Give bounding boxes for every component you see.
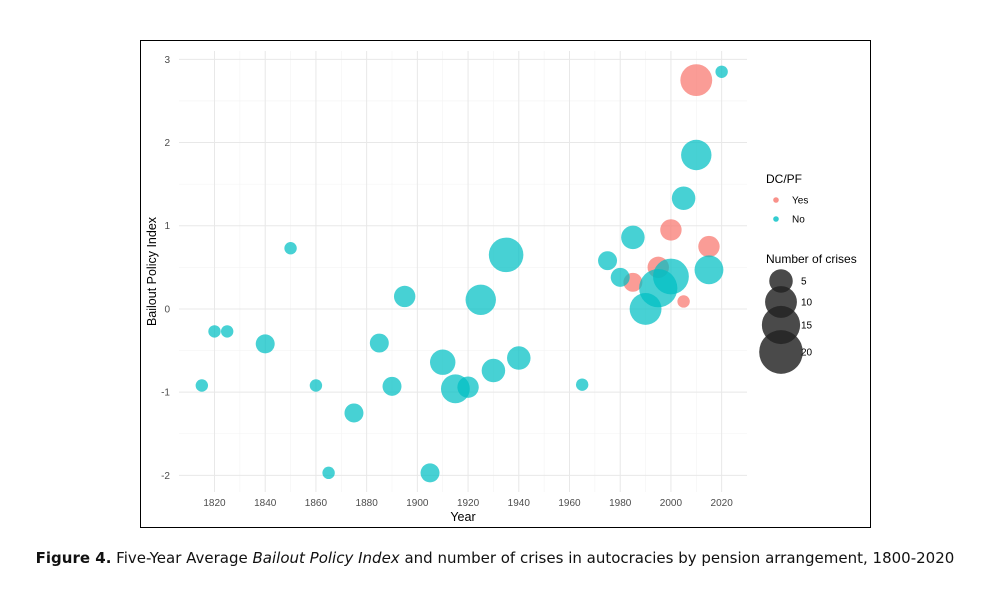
size-legend-title: Number of crises xyxy=(766,252,857,266)
size-legend-label: 10 xyxy=(801,298,813,309)
scatter-chart: 1820 1840 1860 1880 1900 1920 1940 1960 1980 2000… xyxy=(145,51,857,524)
x-tick-label: 1820 xyxy=(203,498,226,509)
legend-label-yes: Yes xyxy=(792,196,808,207)
x-tick-label: 1920 xyxy=(457,498,480,509)
data-point-no xyxy=(309,379,323,392)
data-point-no xyxy=(284,242,297,255)
data-point-no xyxy=(671,186,696,211)
y-tick-label: 1 xyxy=(164,221,170,232)
legend-key-no xyxy=(773,216,779,222)
x-tick-label: 1840 xyxy=(254,498,277,509)
figure-caption: Figure 4. Five-Year Average Bailout Poli… xyxy=(0,549,990,567)
x-tick-label: 1960 xyxy=(558,498,581,509)
data-point-yes xyxy=(698,235,720,258)
data-point-no xyxy=(575,378,589,391)
data-point-no xyxy=(344,403,364,423)
data-point-no xyxy=(481,358,506,383)
data-point-no xyxy=(369,333,389,353)
data-point-no xyxy=(255,334,275,354)
data-point-no xyxy=(457,376,479,398)
data-point-yes xyxy=(660,219,682,241)
data-point-no xyxy=(195,379,209,392)
data-point-no xyxy=(322,466,335,480)
data-point-no xyxy=(694,255,724,285)
x-tick-label: 2020 xyxy=(711,498,734,509)
caption-label: Figure 4. xyxy=(35,549,112,567)
data-point-no xyxy=(420,463,440,483)
data-point-yes xyxy=(680,64,713,97)
x-axis-title: Year xyxy=(450,510,475,524)
y-tick-label: -2 xyxy=(161,471,170,482)
x-tick-label: 1900 xyxy=(406,498,429,509)
data-point-no xyxy=(488,237,524,273)
size-legend-label: 20 xyxy=(801,348,813,359)
data-point-no xyxy=(429,349,456,375)
data-point-no xyxy=(382,376,402,396)
x-tick-label: 1940 xyxy=(508,498,531,509)
y-tick-label: 3 xyxy=(164,55,170,66)
x-tick-label: 2000 xyxy=(660,498,683,509)
caption-emphasis: Bailout Policy Index xyxy=(252,549,400,567)
data-point-no xyxy=(393,285,416,308)
legend-key-yes xyxy=(773,197,779,203)
y-tick-label: -1 xyxy=(161,388,170,399)
y-tick-label: 2 xyxy=(164,138,170,149)
data-point-no xyxy=(653,258,689,295)
data-point-no xyxy=(465,284,496,315)
size-legend-key xyxy=(769,269,793,293)
data-point-no xyxy=(507,346,531,370)
figure-frame: 1820 1840 1860 1880 1900 1920 1940 1960 1980 2000… xyxy=(140,40,871,528)
caption-text-after: and number of crises in autocracies by p… xyxy=(399,549,955,567)
data-point-no xyxy=(208,325,221,338)
x-tick-label: 1860 xyxy=(305,498,328,509)
color-legend-title: DC/PF xyxy=(766,172,802,186)
data-point-no xyxy=(681,139,712,171)
size-legend-label: 5 xyxy=(801,277,807,288)
x-tick-label: 1980 xyxy=(609,498,632,509)
data-point-yes xyxy=(677,295,690,308)
y-tick-label: 0 xyxy=(164,304,170,315)
data-point-no xyxy=(715,65,728,79)
size-legend-label: 15 xyxy=(801,321,813,332)
x-tick-label: 1880 xyxy=(356,498,379,509)
size-legend-key xyxy=(759,330,803,374)
data-point-no xyxy=(621,225,645,250)
caption-text-before: Five-Year Average xyxy=(111,549,253,567)
data-point-no xyxy=(610,267,630,287)
data-point-no xyxy=(220,325,234,338)
data-point-no xyxy=(598,251,618,271)
y-axis-title: Bailout Policy Index xyxy=(145,216,159,326)
legend-label-no: No xyxy=(792,215,805,226)
